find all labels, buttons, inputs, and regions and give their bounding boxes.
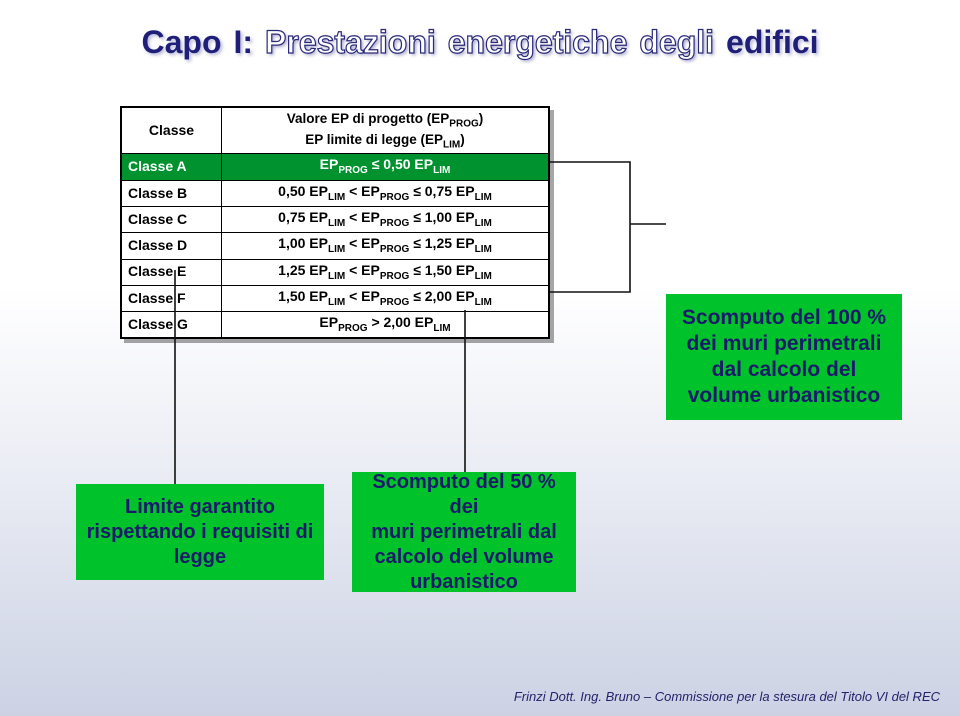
- box-line: Scomputo del 100 %: [682, 305, 886, 331]
- title-word: Prestazioni: [265, 24, 436, 60]
- cell-class: Classe G: [122, 312, 222, 338]
- th-rule-line2: EP limite di legge (EPLIM): [305, 132, 465, 147]
- box-line: legge: [174, 545, 226, 570]
- cell-class: Classe C: [122, 206, 222, 232]
- title-word: Capo: [141, 24, 221, 60]
- cell-class: Classe A: [122, 154, 222, 180]
- table-row: Classe E1,25 EPLIM < EPPROG ≤ 1,50 EPLIM: [122, 259, 549, 285]
- cell-class: Classe F: [122, 285, 222, 311]
- box-line: dal calcolo del: [712, 357, 857, 383]
- th-classe: Classe: [122, 108, 222, 154]
- table-row: Classe F1,50 EPLIM < EPPROG ≤ 2,00 EPLIM: [122, 285, 549, 311]
- cell-class: Classe B: [122, 180, 222, 206]
- table-row: Classe GEPPROG > 2,00 EPLIM: [122, 312, 549, 338]
- title-word: I:: [233, 24, 253, 60]
- box-line: Scomputo del 50 % dei: [362, 470, 566, 520]
- page-title: Capo I: Prestazioni energetiche degli edifici: [0, 24, 960, 61]
- tbody-rows: Classe AEPPROG ≤ 0,50 EPLIMClasse B0,50 …: [122, 154, 549, 338]
- cell-rule: EPPROG > 2,00 EPLIM: [222, 312, 549, 338]
- cell-rule: 0,50 EPLIM < EPPROG ≤ 0,75 EPLIM: [222, 180, 549, 206]
- th-rule: Valore EP di progetto (EPPROG) EP limite…: [222, 108, 549, 154]
- cell-rule: 0,75 EPLIM < EPPROG ≤ 1,00 EPLIM: [222, 206, 549, 232]
- box-line: muri perimetrali dal: [371, 520, 557, 545]
- box-line: rispettando i requisiti di: [87, 520, 314, 545]
- table-row: Classe B0,50 EPLIM < EPPROG ≤ 0,75 EPLIM: [122, 180, 549, 206]
- cell-rule: EPPROG ≤ 0,50 EPLIM: [222, 154, 549, 180]
- cell-rule: 1,50 EPLIM < EPPROG ≤ 2,00 EPLIM: [222, 285, 549, 311]
- box-line: volume urbanistico: [688, 383, 881, 409]
- box-line: Limite garantito: [125, 495, 275, 520]
- title-word: energetiche: [448, 24, 628, 60]
- cell-class: Classe E: [122, 259, 222, 285]
- box-line: urbanistico: [410, 570, 518, 595]
- cell-class: Classe D: [122, 233, 222, 259]
- box-scomputo-100: Scomputo del 100 %dei muri perimetralida…: [666, 294, 902, 420]
- cell-rule: 1,00 EPLIM < EPPROG ≤ 1,25 EPLIM: [222, 233, 549, 259]
- box-line: dei muri perimetrali: [687, 331, 882, 357]
- table-row: Classe D1,00 EPLIM < EPPROG ≤ 1,25 EPLIM: [122, 233, 549, 259]
- box-line: calcolo del volume: [375, 545, 554, 570]
- ep-class-table: Classe Valore EP di progetto (EPPROG) EP…: [120, 106, 550, 339]
- footer-credit: Frinzi Dott. Ing. Bruno – Commissione pe…: [514, 689, 940, 704]
- table-row: Classe AEPPROG ≤ 0,50 EPLIM: [122, 154, 549, 180]
- cell-rule: 1,25 EPLIM < EPPROG ≤ 1,50 EPLIM: [222, 259, 549, 285]
- title-word: degli: [639, 24, 714, 60]
- th-rule-line1: Valore EP di progetto (EPPROG): [287, 111, 484, 126]
- title-word: edifici: [726, 24, 818, 60]
- box-limite-garantito: Limite garantitorispettando i requisiti …: [76, 484, 324, 580]
- box-scomputo-50: Scomputo del 50 % deimuri perimetrali da…: [352, 472, 576, 592]
- table-row: Classe C0,75 EPLIM < EPPROG ≤ 1,00 EPLIM: [122, 206, 549, 232]
